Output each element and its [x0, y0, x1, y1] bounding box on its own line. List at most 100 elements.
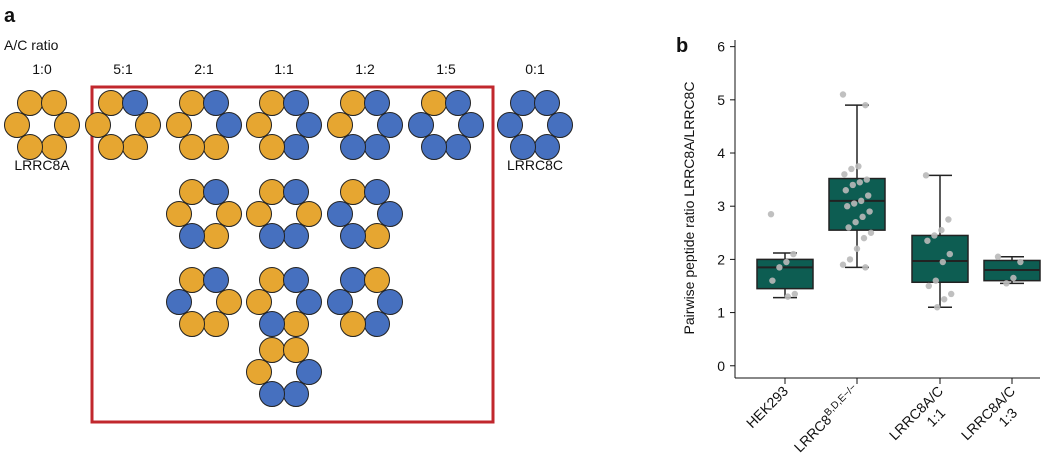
left-name: LRRC8A — [14, 157, 70, 173]
subunit — [511, 135, 536, 160]
subunit — [284, 312, 309, 337]
subunit — [341, 135, 366, 160]
subunit — [378, 113, 403, 138]
subunit — [341, 91, 366, 116]
x-tick-label-sup: B,D,E−/− — [822, 382, 859, 419]
x-tick-label: LRRC8A/C1:3 — [958, 383, 1030, 455]
data-point — [841, 171, 847, 177]
subunit — [378, 290, 403, 315]
subunit — [167, 202, 192, 227]
subunit — [260, 382, 285, 407]
y-tick-label: 4 — [717, 145, 725, 161]
page: a A/C ratio LRRC8A LRRC8C b Pairwise pep… — [0, 0, 1046, 473]
data-point — [840, 262, 846, 268]
subunit — [297, 202, 322, 227]
data-point — [768, 211, 774, 217]
subunit — [247, 360, 272, 385]
subunit — [328, 113, 353, 138]
subunit — [217, 202, 242, 227]
data-point — [862, 102, 868, 108]
subunit — [341, 224, 366, 249]
data-point — [854, 246, 860, 252]
subunit — [328, 202, 353, 227]
subunit — [18, 135, 43, 160]
subunit — [180, 135, 205, 160]
data-point — [852, 219, 858, 225]
subunit — [204, 312, 229, 337]
subunit — [5, 113, 30, 138]
subunit — [247, 202, 272, 227]
subunit — [42, 135, 67, 160]
data-point — [783, 259, 789, 265]
data-point — [864, 176, 870, 182]
data-point — [785, 293, 791, 299]
subunit — [260, 268, 285, 293]
subunit — [365, 135, 390, 160]
subunit — [204, 268, 229, 293]
panel-label: b — [676, 35, 688, 57]
data-point — [859, 214, 865, 220]
data-point — [926, 283, 932, 289]
y-tick-label: 2 — [717, 251, 725, 267]
data-point — [1003, 280, 1009, 286]
subunit — [284, 91, 309, 116]
subunit — [341, 312, 366, 337]
data-point — [868, 230, 874, 236]
subunit — [297, 113, 322, 138]
figure: a A/C ratio LRRC8A LRRC8C b Pairwise pep… — [0, 0, 1046, 473]
subunit — [284, 180, 309, 205]
subunit — [260, 338, 285, 363]
data-point — [861, 235, 867, 241]
subunit — [204, 91, 229, 116]
data-point — [769, 277, 775, 283]
subunit — [511, 91, 536, 116]
subunit — [204, 224, 229, 249]
ratio-label: 1:0 — [32, 61, 52, 77]
data-point — [923, 172, 929, 178]
subunit — [42, 91, 67, 116]
subunit — [365, 268, 390, 293]
subunit — [123, 91, 148, 116]
subunit — [217, 113, 242, 138]
subunit — [422, 135, 447, 160]
ratio-label: 1:1 — [274, 61, 294, 77]
subunit — [260, 312, 285, 337]
subunit — [535, 91, 560, 116]
subunit — [247, 113, 272, 138]
subunit — [204, 180, 229, 205]
right-name: LRRC8C — [507, 157, 563, 173]
subunit — [459, 113, 484, 138]
subunit — [204, 135, 229, 160]
data-point — [857, 179, 863, 185]
subunit — [123, 135, 148, 160]
subunit — [167, 290, 192, 315]
x-tick-label: LRRC8A/C1:1 — [886, 383, 958, 455]
subunit — [260, 224, 285, 249]
data-point — [1010, 275, 1016, 281]
data-point — [790, 251, 796, 257]
subunit — [284, 382, 309, 407]
subunit — [378, 202, 403, 227]
data-point — [940, 259, 946, 265]
ratio-label: 2:1 — [194, 61, 214, 77]
ratio-label: 1:2 — [355, 61, 375, 77]
subunit — [260, 180, 285, 205]
subunit — [284, 135, 309, 160]
data-point — [862, 264, 868, 270]
subunit — [180, 312, 205, 337]
data-point — [850, 182, 856, 188]
subunit — [365, 312, 390, 337]
data-point — [851, 200, 857, 206]
y-tick-label: 0 — [717, 358, 725, 374]
subunit — [498, 113, 523, 138]
subunit — [422, 91, 447, 116]
subunit — [167, 113, 192, 138]
y-tick-label: 6 — [717, 39, 725, 55]
data-point — [858, 198, 864, 204]
subunit — [548, 113, 573, 138]
subunit — [284, 224, 309, 249]
subunit — [341, 180, 366, 205]
subunit — [535, 135, 560, 160]
panel-label: a — [4, 5, 16, 27]
subunit — [180, 91, 205, 116]
